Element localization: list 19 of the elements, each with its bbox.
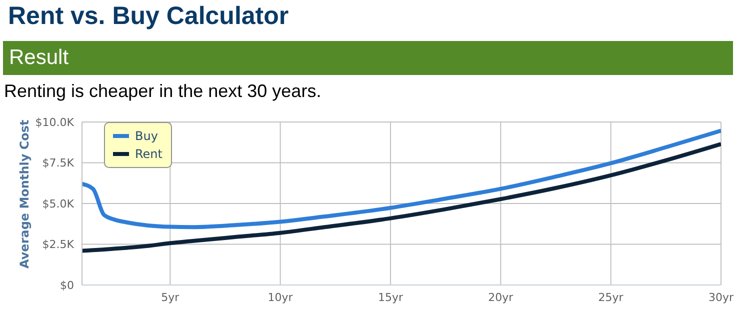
x-tick-label: 20yr <box>488 290 514 304</box>
y-tick-label: $0 <box>60 278 74 292</box>
y-axis-title: Average Monthly Cost <box>17 119 32 268</box>
text: Renting is cheaper in the next 30 years. <box>4 81 322 102</box>
y-tick-label: $10.0K <box>35 116 75 129</box>
legend-label: Rent <box>135 146 162 163</box>
x-tick-label: 5yr <box>161 290 180 304</box>
line-series <box>82 128 721 230</box>
y-tick-label: $5.0K <box>42 197 75 210</box>
x-tick-label: 10yr <box>268 290 294 304</box>
chart-subtitle: Result <box>3 41 733 75</box>
line-series <box>82 142 721 253</box>
chart-title: Rent vs. Buy Calculator <box>8 2 290 31</box>
y-tick-label: $7.5K <box>42 156 75 170</box>
y-tick-label: $2.5K <box>42 238 75 252</box>
x-tick-label: 25yr <box>598 290 624 304</box>
x-tick-label: 30yr <box>708 290 734 304</box>
x-tick-label: 15yr <box>378 290 404 304</box>
legend-label: Buy <box>135 128 158 145</box>
